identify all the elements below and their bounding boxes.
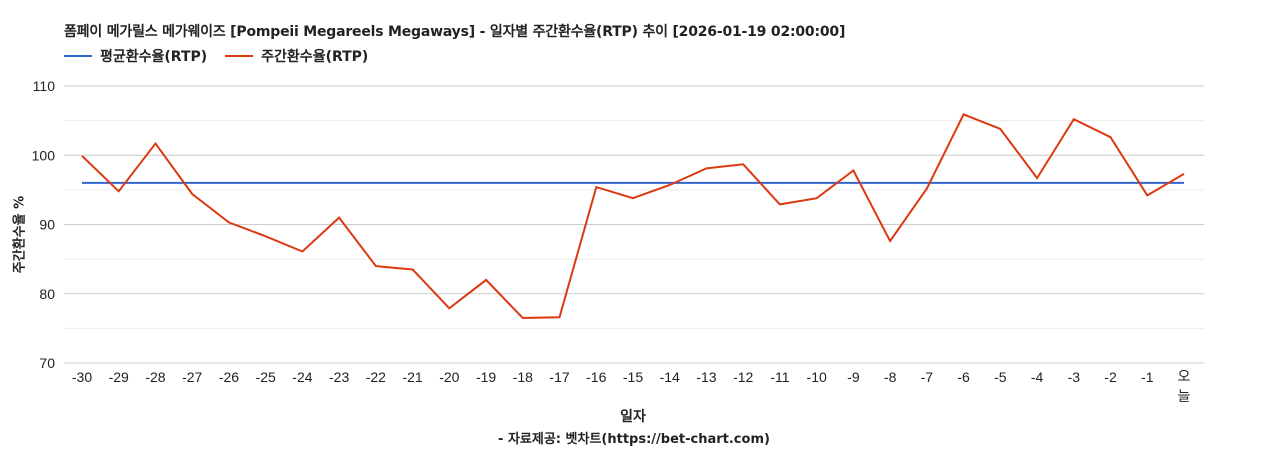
y-tick-label: 100 [32, 147, 56, 163]
x-tick-label: -15 [623, 369, 643, 385]
series-line-weekly-rtp[interactable] [81, 113, 1185, 320]
x-tick-label: -29 [109, 369, 129, 385]
x-tick-label: -6 [957, 369, 970, 385]
x-tick-label: -24 [292, 369, 312, 385]
x-tick-label: -3 [1068, 369, 1081, 385]
chart-title: 폼페이 메가릴스 메가웨이즈 [Pompeii Megareels Megawa… [64, 24, 846, 40]
x-axis-title-text: 일자 [620, 409, 646, 425]
x-tick-label-today: 오 [1178, 369, 1191, 385]
x-tick-label: -5 [994, 369, 1007, 385]
x-tick-label: -4 [1031, 369, 1044, 385]
data-source-credit: - 자료제공: 벳차트(https://bet-chart.com) [498, 432, 770, 447]
x-tick-label: -18 [513, 369, 533, 385]
x-tick-label: -10 [807, 369, 827, 385]
x-tick-label-today: 늘 [1178, 389, 1191, 405]
x-tick-label: -11 [770, 369, 789, 385]
x-tick-label: -2 [1104, 369, 1117, 385]
x-tick-label: -21 [402, 369, 422, 385]
x-tick-label: -7 [921, 369, 934, 385]
x-tick-label: -28 [145, 369, 165, 385]
x-tick-label: -17 [549, 369, 569, 385]
x-tick-label: -20 [439, 369, 459, 385]
legend-item-average[interactable]: 평균환수율(RTP) [64, 46, 207, 66]
y-tick-label: 110 [33, 78, 56, 94]
y-tick-label: 90 [39, 217, 55, 233]
x-tick-label: -25 [256, 369, 276, 385]
x-tick-label: -1 [1141, 369, 1154, 385]
x-tick-label: -26 [219, 369, 239, 385]
x-tick-label: -16 [586, 369, 606, 385]
legend: 평균환수율(RTP) 주간환수율(RTP) [64, 46, 386, 66]
legend-item-weekly[interactable]: 주간환수율(RTP) [225, 46, 368, 66]
x-tick-label: -27 [182, 369, 202, 385]
x-tick-label: -23 [329, 369, 349, 385]
x-tick-label: -30 [72, 369, 92, 385]
x-tick-label: -12 [733, 369, 753, 385]
legend-label-average: 평균환수율(RTP) [100, 49, 208, 65]
legend-swatch-weekly [225, 55, 254, 57]
x-tick-label: -19 [476, 369, 496, 385]
legend-label-weekly: 주간환수율(RTP) [261, 49, 369, 65]
x-tick-label: -22 [366, 369, 386, 385]
y-tick-label: 80 [39, 286, 55, 302]
x-tick-label: -14 [660, 369, 680, 385]
x-tick-label: -9 [847, 369, 860, 385]
legend-swatch-average [64, 55, 92, 57]
x-axis-title: 일자 [0, 406, 1268, 426]
x-tick-label: -13 [696, 369, 716, 385]
y-tick-label: 70 [39, 355, 55, 371]
x-tick-label: -8 [884, 369, 897, 385]
